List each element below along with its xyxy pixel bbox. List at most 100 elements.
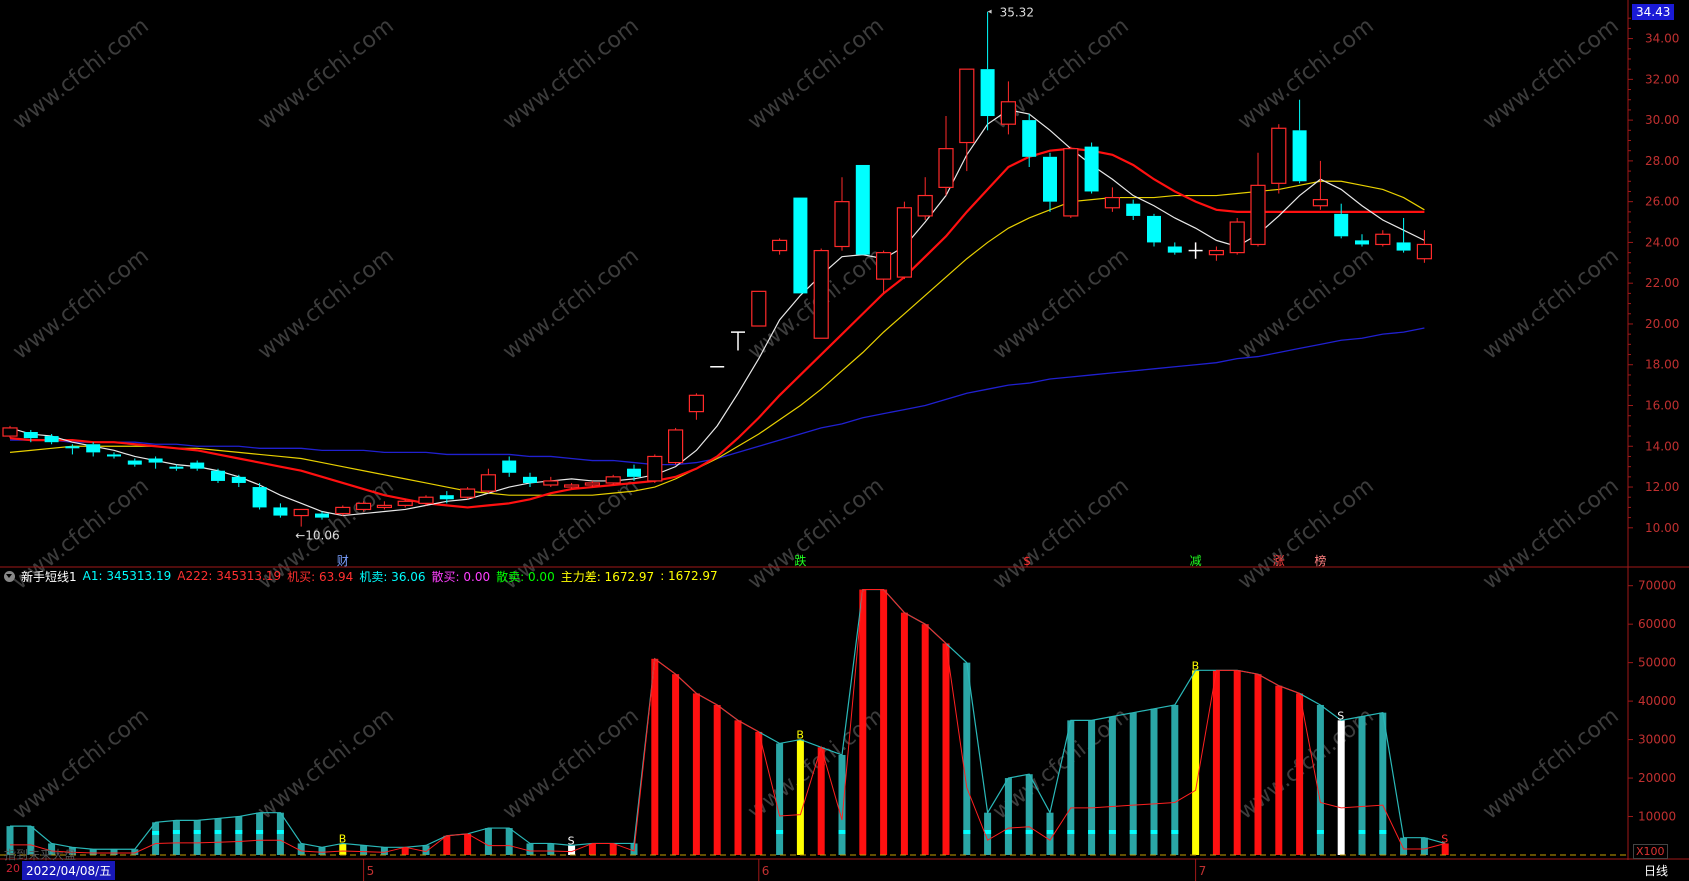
candle[interactable] — [523, 472, 537, 488]
candle[interactable] — [793, 197, 808, 294]
event-marker[interactable]: 跌 — [794, 553, 806, 568]
indicator-bar[interactable] — [796, 739, 804, 855]
candle[interactable] — [1396, 217, 1411, 253]
candle[interactable] — [1416, 230, 1433, 263]
indicator-bar[interactable] — [838, 754, 846, 855]
candle[interactable] — [731, 331, 745, 351]
candle[interactable] — [1355, 234, 1369, 247]
candle[interactable] — [855, 164, 870, 255]
candle[interactable] — [605, 474, 621, 485]
indicator-bar[interactable] — [339, 843, 347, 855]
indicator-bar[interactable] — [1150, 708, 1158, 855]
price-pane[interactable]: 34.00 32.00 30.00 28.00 26.00 24.00 22.00 20.00… — [0, 0, 1689, 568]
candle[interactable] — [1167, 242, 1182, 255]
indicator-bar[interactable] — [755, 731, 763, 855]
candle[interactable] — [86, 442, 101, 457]
indicator-bar[interactable] — [734, 720, 742, 855]
indicator-bar[interactable] — [1296, 693, 1304, 855]
indicator-bar[interactable] — [942, 643, 950, 855]
candle[interactable] — [148, 456, 163, 469]
dropdown-icon[interactable] — [4, 570, 15, 582]
candle[interactable] — [356, 501, 372, 512]
indicator-bar[interactable] — [1025, 774, 1033, 855]
candle[interactable] — [959, 68, 975, 172]
candle[interactable] — [127, 458, 142, 467]
candle[interactable] — [169, 464, 184, 471]
event-marker[interactable]: 涨 — [1273, 553, 1285, 568]
indicator-bar[interactable] — [1337, 720, 1345, 855]
candle[interactable] — [1043, 152, 1057, 212]
candle[interactable] — [917, 177, 933, 220]
indicator-bar[interactable] — [401, 847, 409, 855]
candle[interactable] — [1250, 152, 1266, 247]
candle[interactable] — [813, 248, 829, 339]
candle[interactable] — [1312, 160, 1329, 210]
candle[interactable] — [1271, 124, 1287, 194]
candle[interactable] — [1104, 187, 1121, 212]
candle[interactable] — [502, 456, 517, 477]
indicator-bar[interactable] — [1171, 704, 1179, 855]
indicator-bar[interactable] — [131, 849, 139, 855]
indicator-bar[interactable] — [380, 847, 388, 855]
indicator-bar[interactable] — [172, 820, 180, 855]
candle[interactable] — [688, 393, 705, 420]
event-marker[interactable]: 榜 — [1314, 553, 1326, 568]
indicator-bar[interactable] — [1441, 843, 1449, 855]
indicator-bar[interactable] — [1420, 837, 1428, 855]
event-marker[interactable]: 减 — [1190, 554, 1202, 568]
candle[interactable] — [44, 434, 59, 445]
candle[interactable] — [751, 290, 767, 327]
candle[interactable] — [1022, 114, 1037, 167]
candle[interactable] — [1292, 99, 1307, 184]
candle[interactable] — [23, 429, 38, 443]
event-marker[interactable]: 财 — [337, 554, 349, 568]
indicator-bar[interactable] — [1004, 778, 1012, 855]
indicator-bar[interactable] — [921, 624, 929, 855]
candle[interactable] — [231, 474, 246, 488]
candle[interactable] — [273, 503, 288, 518]
indicator-bar[interactable] — [692, 693, 700, 855]
indicator-bar[interactable] — [1129, 712, 1137, 855]
indicator-name[interactable]: 新手短线1 — [21, 569, 77, 584]
candle[interactable] — [293, 508, 309, 527]
indicator-bar[interactable] — [27, 826, 35, 855]
event-marker[interactable]: $ — [1023, 554, 1031, 568]
candle[interactable] — [771, 238, 788, 255]
indicator-bar[interactable] — [1358, 716, 1366, 856]
indicator-bar[interactable] — [547, 843, 555, 855]
indicator-bar[interactable] — [1233, 670, 1241, 855]
candle[interactable] — [938, 116, 954, 196]
indicator-bar[interactable] — [651, 658, 659, 855]
candle[interactable] — [439, 491, 454, 504]
indicator-bar[interactable] — [1275, 685, 1283, 855]
indicator-bar[interactable] — [672, 674, 680, 855]
candle[interactable] — [980, 11, 995, 131]
indicator-bar[interactable] — [152, 822, 160, 855]
candle[interactable] — [107, 452, 121, 459]
candle[interactable] — [397, 499, 413, 508]
indicator-bar[interactable] — [776, 743, 784, 855]
candle[interactable] — [543, 476, 559, 488]
indicator-bar[interactable] — [360, 845, 368, 855]
indicator-bar[interactable] — [422, 845, 430, 855]
candle[interactable] — [315, 511, 329, 520]
indicator-bar[interactable] — [1212, 670, 1220, 855]
indicator-bar[interactable] — [880, 589, 888, 855]
candle[interactable] — [647, 454, 663, 483]
candle[interactable] — [667, 427, 684, 465]
indicator-bar[interactable] — [817, 747, 825, 855]
candle[interactable] — [252, 482, 267, 510]
candle[interactable] — [584, 480, 601, 488]
candle[interactable] — [1084, 142, 1099, 194]
indicator-bar[interactable] — [588, 843, 596, 855]
candle[interactable] — [65, 444, 80, 455]
period-label[interactable]: 日线 — [1644, 864, 1669, 878]
indicator-bar[interactable] — [484, 828, 492, 855]
candle[interactable] — [1188, 242, 1203, 259]
indicator-bar[interactable] — [297, 843, 305, 855]
indicator-bar[interactable] — [1400, 837, 1408, 855]
candle[interactable] — [1208, 246, 1225, 261]
indicator-bar[interactable] — [963, 662, 971, 855]
